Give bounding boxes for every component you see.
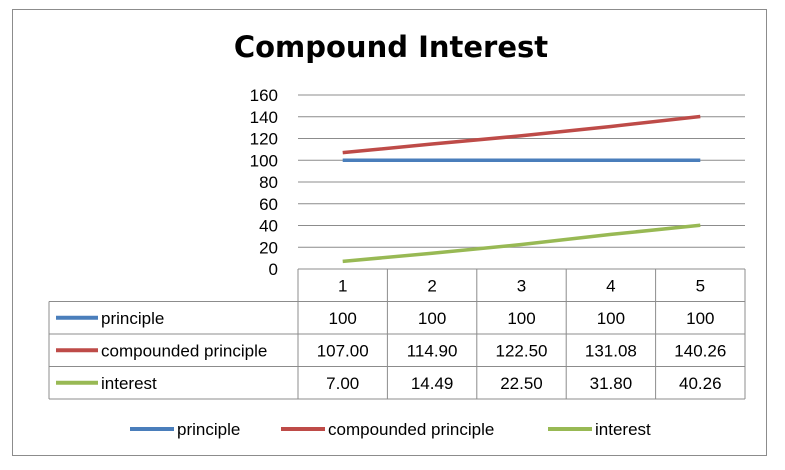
table-cell: 122.50	[496, 341, 548, 360]
chart-frame: Compound Interest 0 20 40 60 80 100 120 140 160 …	[12, 9, 767, 456]
legend: principle compounded principle interest	[130, 420, 651, 439]
table-cell: 100	[686, 309, 714, 328]
table-cell: 14.49	[411, 374, 454, 393]
table-cell: 140.26	[674, 341, 726, 360]
y-tick-label: 0	[269, 260, 278, 279]
table-cell: 100	[507, 309, 535, 328]
y-tick-label: 120	[250, 130, 278, 149]
chart-title: Compound Interest	[234, 30, 548, 64]
table-cell: 131.08	[585, 341, 637, 360]
series-lines	[342, 114, 701, 264]
table-cell: 7.00	[326, 374, 359, 393]
category-label: 1	[338, 276, 347, 295]
table-cell: 107.00	[317, 341, 369, 360]
category-label: 3	[517, 276, 526, 295]
table-cell: 100	[597, 309, 625, 328]
legend-label: principle	[177, 420, 240, 439]
y-tick-label: 20	[259, 238, 278, 257]
series-line-1	[342, 114, 701, 155]
y-axis-ticks: 0 20 40 60 80 100 120 140 160	[250, 86, 278, 279]
table-series-name: principle	[101, 309, 164, 328]
series-line-2	[342, 223, 701, 264]
y-tick-label: 80	[259, 173, 278, 192]
data-table: 1 2 3 4 5 principle 100 100 100 100 100 compounded …	[48, 268, 746, 400]
legend-label: compounded principle	[328, 420, 494, 439]
y-tick-label: 140	[250, 108, 278, 127]
table-series-name: interest	[101, 374, 157, 393]
y-tick-label: 40	[259, 217, 278, 236]
table-cell: 100	[329, 309, 357, 328]
category-label: 2	[427, 276, 436, 295]
table-series-name: compounded principle	[101, 341, 267, 360]
category-label: 4	[606, 276, 615, 295]
y-tick-label: 60	[259, 195, 278, 214]
table-cell: 114.90	[407, 341, 458, 360]
y-tick-label: 100	[250, 151, 278, 170]
table-cell: 100	[418, 309, 446, 328]
table-cell: 40.26	[679, 374, 722, 393]
table-cell: 31.80	[590, 374, 633, 393]
legend-label: interest	[595, 420, 651, 439]
category-label: 5	[696, 276, 705, 295]
table-cell: 22.50	[500, 374, 543, 393]
y-tick-label: 160	[250, 86, 278, 105]
chart: Compound Interest 020406080100120140160 …	[48, 30, 746, 439]
